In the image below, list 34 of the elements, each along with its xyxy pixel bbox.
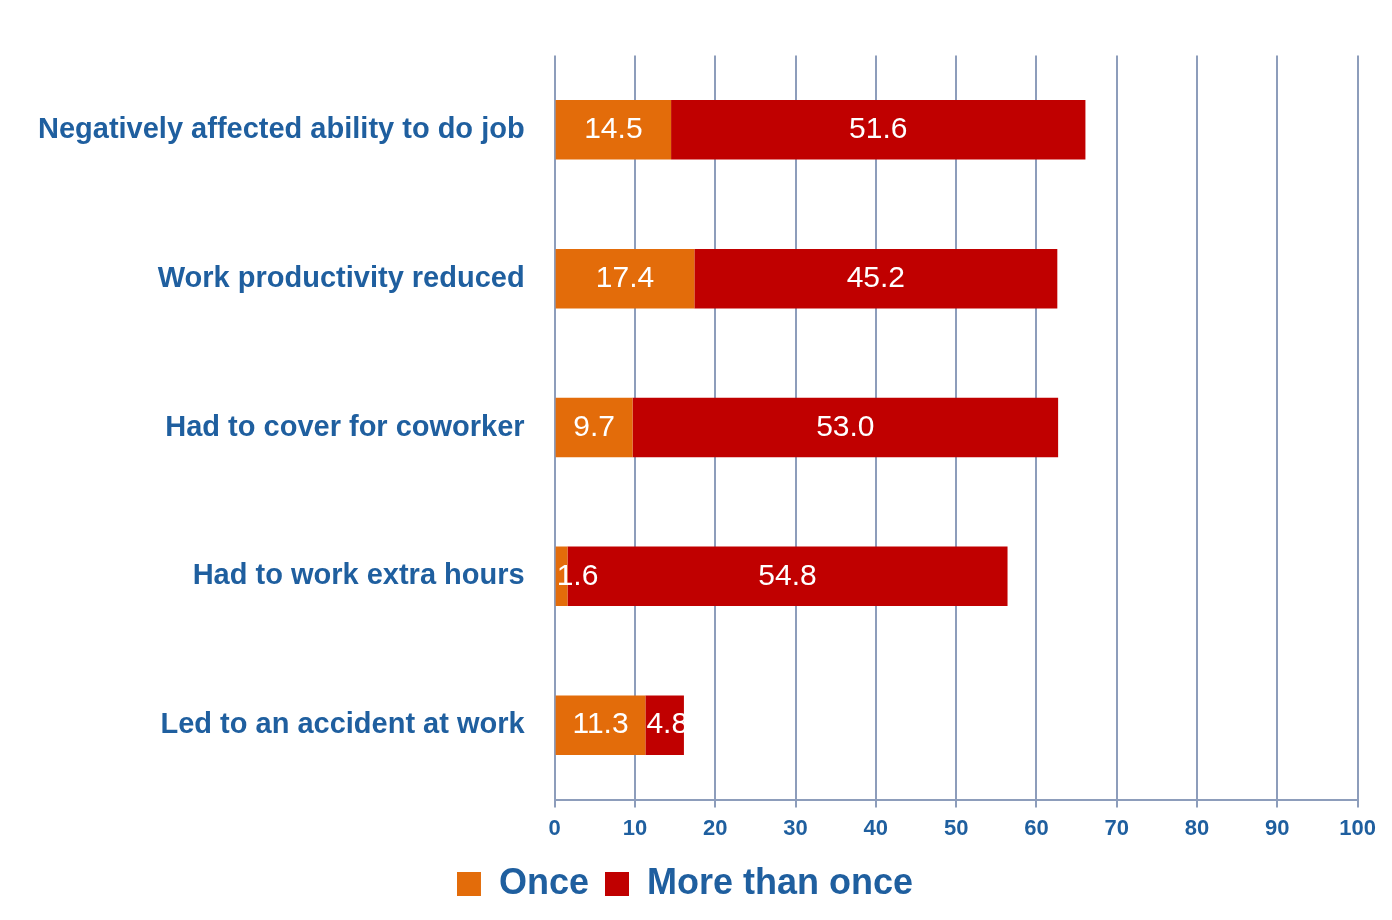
bar <box>555 248 695 309</box>
data-label: 9.7 <box>573 408 615 442</box>
y-tick-label: Negatively affected ability to do job <box>37 111 525 144</box>
legend-label: Once <box>498 860 590 902</box>
data-label: 14.5 <box>584 111 643 145</box>
bar <box>555 695 646 755</box>
x-tick-label: 90 <box>1265 814 1290 840</box>
bar <box>555 100 672 160</box>
x-tick-label: 70 <box>1104 814 1129 840</box>
legend-label: More than once <box>647 860 914 902</box>
x-tick-label: 30 <box>783 814 808 840</box>
x-tick-label: 10 <box>622 814 648 840</box>
bar <box>671 100 1086 160</box>
x-tick-label: 0 <box>548 814 561 840</box>
y-tick-label: Had to cover for coworker <box>165 409 525 442</box>
x-tick-label: 100 <box>1339 814 1377 840</box>
x-tick-label: 60 <box>1024 814 1049 840</box>
y-tick-label: Had to work extra hours <box>192 558 525 591</box>
bar <box>555 397 633 458</box>
data-label: 54.8 <box>758 557 817 591</box>
bar <box>694 248 1058 309</box>
y-tick-label: Led to an accident at work <box>160 707 526 740</box>
data-label: 53.0 <box>816 408 875 442</box>
x-tick-label: 50 <box>943 814 969 840</box>
x-tick-label: 80 <box>1184 814 1210 840</box>
data-label: 11.3 <box>572 706 629 740</box>
data-label: 1.6 <box>556 557 599 591</box>
x-tick-label: 20 <box>703 814 728 840</box>
data-label: 45.2 <box>846 259 906 293</box>
x-tick-label: 40 <box>863 814 889 840</box>
bar <box>632 397 1059 458</box>
data-label: 17.4 <box>595 259 655 293</box>
data-label: 51.6 <box>849 111 908 145</box>
y-tick-label: Work productivity reduced <box>157 260 525 293</box>
